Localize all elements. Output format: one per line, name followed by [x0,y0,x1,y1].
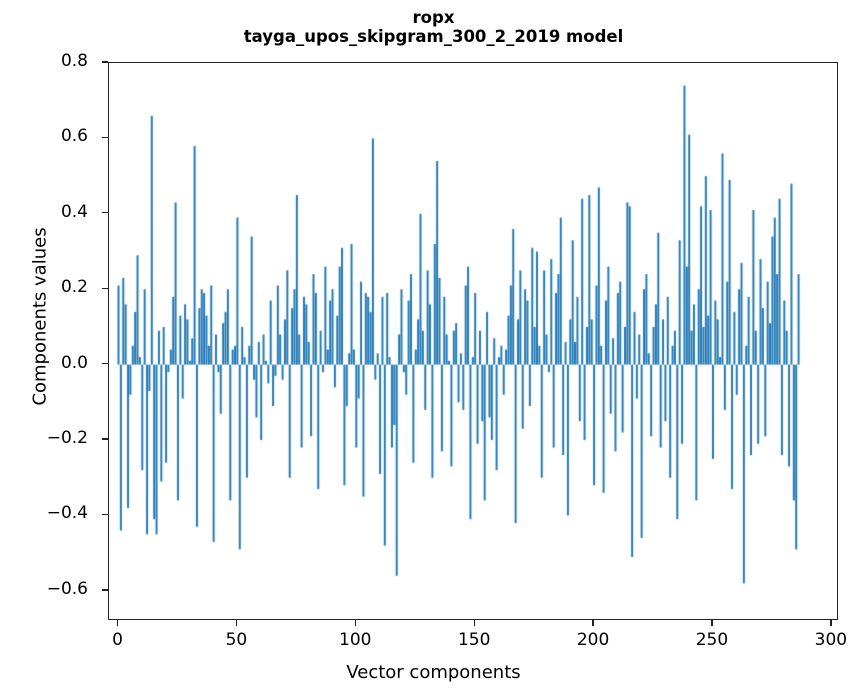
x-tick-mark [116,620,119,626]
y-tick-mark [102,61,108,63]
y-tick-mark [102,438,108,440]
y-tick-label: −0.4 [46,503,88,524]
y-tick-label: 0.4 [60,201,88,222]
x-tick-mark [473,620,475,626]
x-tick-mark [235,620,238,626]
y-tick-label: −0.6 [46,578,88,599]
y-tick-label: 0.6 [60,126,88,147]
chart-subtitle: tayga_upos_skipgram_300_2_2019 model [243,27,624,47]
x-tick-label: 150 [457,630,491,650]
x-tick-label: 100 [339,630,372,650]
x-tick-mark [830,620,832,626]
y-tick-mark [102,513,108,516]
x-tick-label: 300 [814,630,848,650]
chart-title: ropx [412,8,455,27]
x-tick-label: 0 [112,630,123,650]
x-tick-label: 50 [225,630,248,650]
y-tick-mark [102,212,108,214]
y-tick-mark [102,362,108,365]
y-tick-label: −0.2 [46,428,88,449]
x-tick-mark [354,620,356,626]
x-tick-mark [711,620,713,626]
x-axis-label: Vector components [346,662,521,683]
x-tick-label: 250 [695,630,729,650]
plot-axes [108,62,839,621]
bar-series-canvas [109,63,839,621]
y-tick-label: 0.0 [60,352,88,373]
x-tick-label: 200 [576,630,610,650]
y-tick-label: 0.8 [60,51,88,71]
chart-title-block: ropx tayga_upos_skipgram_300_2_2019 mode… [0,8,867,47]
x-tick-mark [592,620,594,626]
y-tick-mark [102,136,108,139]
y-tick-mark [102,287,108,289]
y-axis-label: Components values [29,227,51,406]
y-tick-label: 0.2 [60,277,88,298]
y-tick-mark [102,589,108,591]
